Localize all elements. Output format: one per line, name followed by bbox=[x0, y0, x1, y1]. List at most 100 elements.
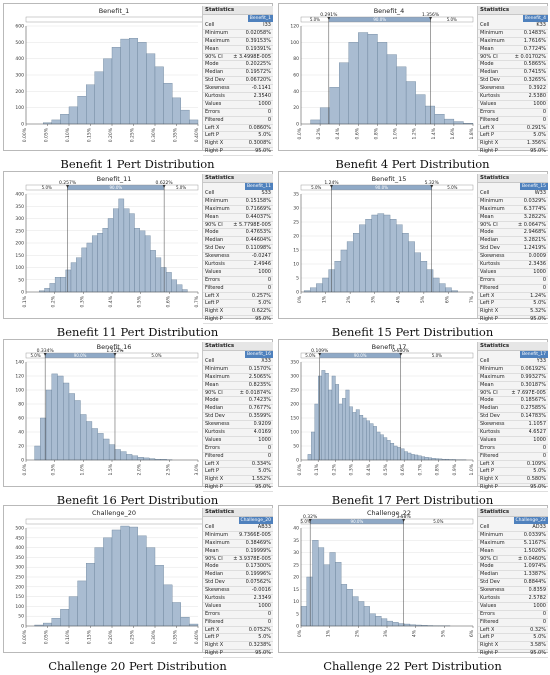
histogram-chart: Benefit_1 0 100 200 300 400 500 600 0.00% 0.05% 0.… bbox=[15, 7, 202, 142]
histogram-bar bbox=[316, 283, 323, 293]
stat-value: 2.5380 bbox=[528, 93, 547, 100]
stat-label: Minimum bbox=[205, 197, 229, 204]
stat-label: Skewness bbox=[480, 421, 505, 428]
histogram-bar bbox=[335, 384, 340, 461]
y-tick-label: 300 bbox=[290, 374, 299, 380]
stat-label: Right P bbox=[205, 316, 223, 323]
x-tick-label: 0.30% bbox=[151, 127, 157, 142]
stat-label: Left X bbox=[205, 460, 220, 467]
stat-value: 5.1167% bbox=[523, 539, 546, 546]
stat-value: 0.622% bbox=[251, 308, 271, 315]
stat-value: 1000 bbox=[533, 100, 546, 107]
stat-value: 3.2821% bbox=[523, 237, 546, 244]
statistics-header: Challenge_22 bbox=[478, 517, 548, 524]
left-marker-arrow bbox=[43, 353, 47, 356]
stat-label: Cell bbox=[480, 22, 490, 28]
stat-label: Values bbox=[205, 602, 222, 609]
stat-value: 2.4946 bbox=[253, 261, 272, 268]
histogram-chart: Benefit_15 0 5 10 15 20 25 30 35 0% 1% 2% 3% 4% 5% 6% 7%… bbox=[293, 175, 475, 303]
x-tick-label: 6% bbox=[444, 295, 450, 303]
stat-label: Std Dev bbox=[205, 579, 225, 586]
y-tick-label: 350 bbox=[15, 555, 24, 561]
left-marker-arrow bbox=[318, 353, 322, 356]
stat-row: Mode 0.18567% bbox=[478, 397, 548, 406]
stat-label: Mode bbox=[205, 229, 219, 236]
statistics-table: Statistics Benefit_16 Cell X33 Minimum 0.1570… bbox=[202, 342, 273, 493]
stat-label: Values bbox=[480, 268, 497, 275]
stat-label: Minimum bbox=[205, 365, 229, 372]
statistics-table: Statistics Benefit_11 Cell S33 Minimum 0.1515… bbox=[202, 174, 273, 325]
stat-value: 1.5026% bbox=[523, 547, 546, 554]
stat-row: Skewness 1.1057 bbox=[478, 421, 548, 430]
stat-row: Maximum 1.7616% bbox=[478, 38, 548, 46]
stat-label: Errors bbox=[205, 444, 220, 451]
stat-label: Left X bbox=[205, 292, 220, 299]
y-tick-label: 20 bbox=[293, 575, 299, 581]
stat-row: Median 0.7415% bbox=[478, 69, 548, 78]
stat-value: 3.58% bbox=[530, 642, 546, 649]
x-tick-label: 4% bbox=[412, 629, 418, 637]
histogram-bar bbox=[77, 96, 87, 125]
chart-title: Challenge_22 bbox=[367, 509, 411, 517]
stat-label: Minimum bbox=[480, 197, 504, 204]
y-tick-label: 100 bbox=[15, 388, 24, 394]
stat-row: Skewness 0.9209 bbox=[203, 421, 273, 430]
y-tick-label: 25 bbox=[293, 220, 299, 226]
stat-label: Mean bbox=[480, 547, 494, 554]
statistics-header: Challenge_20 bbox=[203, 517, 273, 524]
histogram-bar bbox=[439, 283, 446, 293]
y-tick-label: 120 bbox=[290, 24, 299, 30]
stat-label: 90% CI bbox=[480, 389, 498, 396]
histogram-bar bbox=[408, 241, 415, 293]
stat-value: 0.07562% bbox=[245, 579, 271, 586]
stat-row: Errors 0 bbox=[478, 611, 548, 619]
stat-value: 5.0% bbox=[258, 132, 271, 139]
stat-value: 0.99327% bbox=[520, 373, 546, 380]
stat-value: X33 bbox=[261, 358, 271, 364]
stat-label: Values bbox=[480, 436, 497, 443]
stat-label: Left X bbox=[205, 626, 220, 633]
stat-label: Kurtosis bbox=[205, 261, 225, 268]
stat-row: Right X 0.3238% bbox=[203, 642, 273, 651]
stat-label: Skewness bbox=[480, 85, 505, 92]
stat-value: 1000 bbox=[533, 268, 546, 275]
stat-value: 0.30187% bbox=[520, 381, 546, 388]
stat-row: 90% CI ± 3.4998E-005 bbox=[203, 54, 273, 62]
y-tick-label: 350 bbox=[15, 204, 24, 210]
histogram-bar bbox=[172, 602, 181, 627]
stat-label: Right P bbox=[205, 650, 223, 657]
histogram-bar bbox=[74, 400, 81, 461]
stat-value: 0 bbox=[267, 618, 271, 625]
chart-panel: Benefit_1 0 100 200 300 400 500 600 0.00% 0.05% 0.… bbox=[3, 3, 273, 157]
statistics-table: Statistics Benefit_1 Cell I33 Minimum 0.02058… bbox=[202, 6, 273, 157]
y-tick-label: 100 bbox=[15, 604, 24, 610]
histogram-bar bbox=[410, 454, 415, 461]
histogram-bar bbox=[86, 563, 95, 627]
mid-pct-label: 90.0% bbox=[375, 185, 388, 190]
histogram-bar bbox=[68, 393, 75, 461]
stat-value: 0.1570% bbox=[248, 365, 271, 372]
stat-label: Cell bbox=[480, 524, 490, 530]
histogram-bar bbox=[113, 208, 119, 293]
stat-value: 95.0% bbox=[255, 316, 271, 323]
histogram-bar bbox=[137, 535, 147, 627]
histogram-chart: Challenge_22 0 5 10 15 20 25 30 35 40 0% 1% 2% 3% 4% 5%… bbox=[293, 509, 475, 637]
histogram-bar bbox=[352, 412, 357, 461]
stat-label: Std Dev bbox=[205, 245, 225, 252]
y-tick-label: 60 bbox=[18, 416, 24, 422]
chart-caption: Challenge 22 Pert Distribution bbox=[323, 659, 502, 673]
stat-value: 0.71669% bbox=[245, 205, 271, 212]
histogram-bar bbox=[383, 214, 391, 293]
chart-caption: Benefit 16 Pert Distribution bbox=[56, 493, 219, 507]
histogram-bar bbox=[393, 445, 398, 461]
statistics-title: Statistics bbox=[203, 174, 273, 183]
stat-row: Filtered 0 bbox=[203, 285, 273, 293]
stat-label: Left P bbox=[480, 132, 495, 139]
histogram-bar bbox=[311, 431, 315, 461]
stat-label: Values bbox=[480, 100, 497, 107]
histogram-bar bbox=[400, 448, 405, 461]
stat-row: Skewness 0.3922 bbox=[478, 85, 548, 94]
histogram-bar bbox=[328, 389, 333, 461]
histogram-bar bbox=[348, 406, 353, 461]
x-tick-label: 0.5% bbox=[137, 295, 143, 307]
